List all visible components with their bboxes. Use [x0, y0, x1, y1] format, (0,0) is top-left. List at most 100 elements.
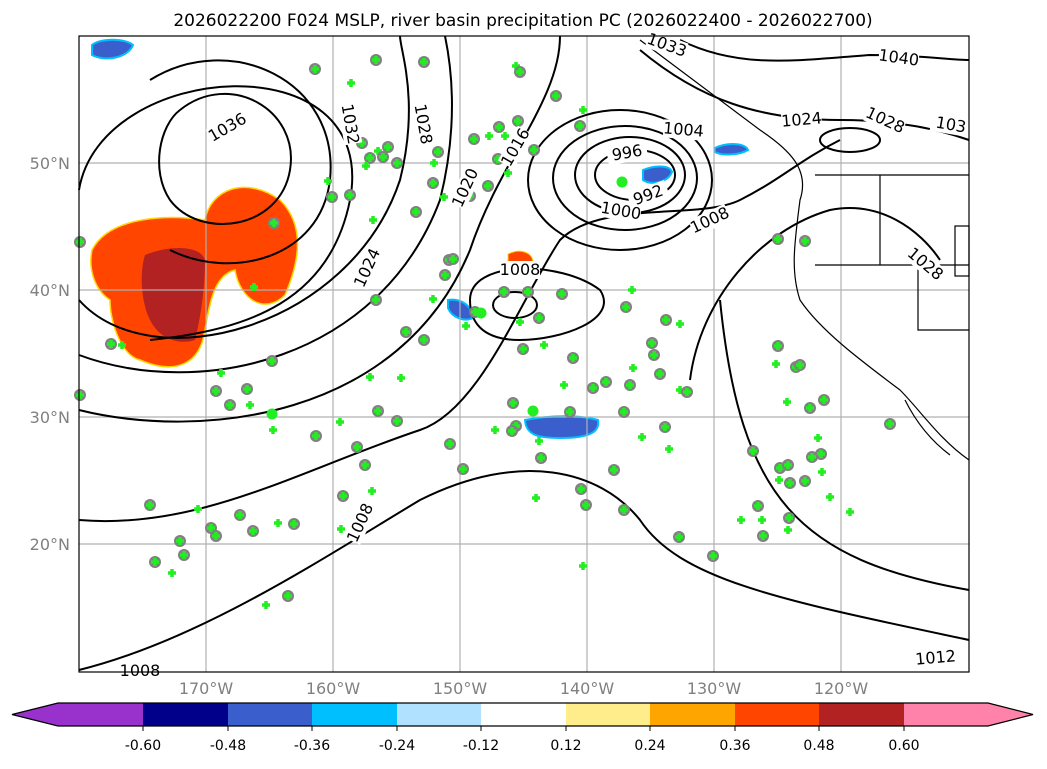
- colorbar-tick-label: -0.60: [125, 738, 161, 754]
- station-marker: [514, 66, 526, 78]
- station-marker: [665, 445, 673, 453]
- negative-anomaly-area: [91, 38, 135, 60]
- station-marker: [369, 216, 377, 224]
- station-marker: [517, 343, 529, 355]
- colorbar-tick-label: 0.12: [550, 738, 581, 754]
- station-marker: [556, 288, 568, 300]
- colorbar-segment: [397, 703, 481, 726]
- station-marker: [105, 338, 117, 350]
- station-marker: [783, 512, 795, 524]
- colorbar-tick-label: 0.48: [803, 738, 834, 754]
- station-dot: [527, 405, 539, 417]
- station-marker: [366, 373, 374, 381]
- station-marker: [528, 144, 540, 156]
- station-marker: [457, 463, 469, 475]
- lon-label: 170°W: [179, 679, 234, 698]
- station-marker: [310, 430, 322, 442]
- station-marker: [274, 519, 282, 527]
- station-marker: [757, 530, 769, 542]
- contour-label: 1008: [120, 661, 161, 680]
- contour-label: 1012: [914, 646, 956, 668]
- colorbar-tick-label: 0.60: [888, 738, 919, 754]
- lon-label: 150°W: [433, 679, 488, 698]
- colorbar-segment: [819, 703, 904, 726]
- station-marker: [485, 132, 493, 140]
- station-marker: [747, 445, 759, 457]
- station-marker: [654, 368, 666, 380]
- station-marker: [784, 477, 796, 489]
- station-marker: [600, 376, 612, 388]
- station-marker: [429, 295, 437, 303]
- station-marker: [372, 405, 384, 417]
- station-marker: [498, 286, 510, 298]
- station-marker: [772, 340, 784, 352]
- station-marker: [262, 601, 270, 609]
- latitude-labels: 50°N 40°N 30°N 20°N: [30, 154, 70, 554]
- colorbar-segment: [481, 703, 566, 726]
- station-marker: [149, 556, 161, 568]
- station-marker: [516, 318, 524, 326]
- station-marker: [309, 63, 321, 75]
- station-marker: [468, 133, 480, 145]
- station-marker: [618, 504, 630, 516]
- lon-label: 160°W: [306, 679, 361, 698]
- station-marker: [336, 418, 344, 426]
- station-marker: [368, 487, 376, 495]
- lon-label: 130°W: [687, 679, 742, 698]
- station-marker: [359, 459, 371, 471]
- station-marker: [579, 106, 587, 114]
- contour-label: 1024: [780, 108, 822, 130]
- colorbar-tick-label: 0.36: [719, 738, 750, 754]
- plot-area: 1036 1032 10281024102010161008100499699210…: [74, 29, 973, 680]
- station-marker: [707, 550, 719, 562]
- contour-label: 1004: [662, 118, 704, 140]
- longitude-labels: 170°W 160°W 150°W 140°W 130°W 120°W: [179, 679, 869, 698]
- station-marker: [210, 530, 222, 542]
- station-marker: [224, 399, 236, 411]
- station-marker: [418, 334, 430, 346]
- lon-label: 120°W: [814, 679, 869, 698]
- station-marker: [364, 152, 376, 164]
- lat-label: 50°N: [30, 154, 70, 173]
- station-marker: [174, 535, 186, 547]
- station-marker: [522, 286, 534, 298]
- station-marker: [439, 269, 451, 281]
- station-marker: [772, 233, 784, 245]
- station-marker: [178, 549, 190, 561]
- station-marker: [440, 193, 448, 201]
- station-marker: [391, 415, 403, 427]
- station-marker: [362, 162, 370, 170]
- station-marker: [430, 159, 438, 167]
- station-marker: [370, 54, 382, 66]
- station-marker: [493, 121, 505, 133]
- station-marker: [560, 381, 568, 389]
- station-marker: [432, 146, 444, 158]
- station-marker: [391, 157, 403, 169]
- station-marker: [660, 314, 672, 326]
- station-marker: [374, 147, 382, 155]
- station-marker: [799, 235, 811, 247]
- station-marker: [370, 294, 382, 306]
- station-dot: [475, 307, 487, 319]
- station-marker: [337, 490, 349, 502]
- station-marker: [491, 426, 499, 434]
- station-marker: [268, 217, 280, 229]
- station-marker: [618, 406, 630, 418]
- plot-frame: [78, 35, 970, 673]
- station-marker: [587, 382, 599, 394]
- station-marker: [575, 483, 587, 495]
- station-marker: [681, 386, 693, 398]
- colorbar-tick-label: -0.24: [379, 738, 415, 754]
- station-marker: [288, 518, 300, 530]
- station-marker: [782, 459, 794, 471]
- colorbar-segment: [228, 703, 312, 726]
- negative-anomaly-area: [642, 165, 674, 184]
- station-marker: [646, 337, 658, 349]
- station-marker: [579, 562, 587, 570]
- station-marker: [118, 341, 126, 349]
- colorbar-tick-label: 0.24: [634, 738, 665, 754]
- station-marker: [144, 499, 156, 511]
- station-marker: [482, 180, 494, 192]
- colorbar-extend-high: [904, 703, 1033, 726]
